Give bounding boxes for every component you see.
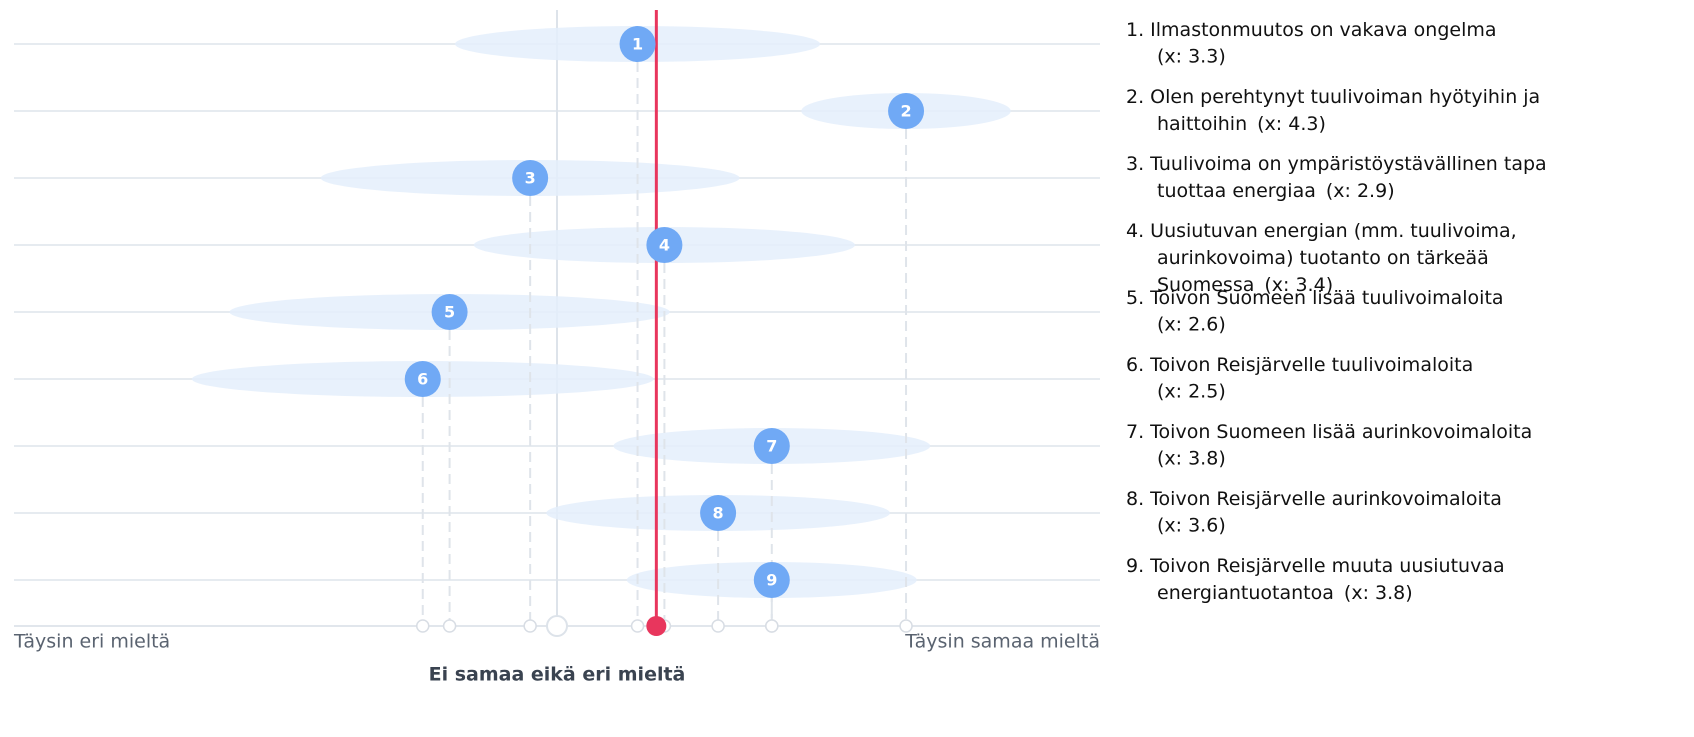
value-label: (x: 2.9): [1326, 180, 1395, 202]
dot: [646, 227, 683, 263]
value-label: (x: 3.6): [1157, 515, 1226, 537]
value-label: (x: 2.5): [1157, 381, 1226, 403]
legend-text: 3. Tuulivoima on ympäristöystävällinen t…: [1126, 153, 1547, 175]
legend-line: 1. Ilmastonmuutos on vakava ongelma: [1126, 19, 1497, 41]
legend-line: 5. Toivon Suomeen lisää tuulivoimaloita: [1126, 287, 1504, 309]
legend-text: 8. Toivon Reisjärvelle aurinkovoimaloita: [1126, 488, 1502, 510]
legend-text: Suomessa (x: 3.4): [1157, 274, 1333, 296]
x-tick-label: Täysin eri mieltä: [13, 631, 170, 653]
legend-line: 3. Tuulivoima on ympäristöystävällinen t…: [1126, 153, 1547, 175]
legend-line: 2. Olen perehtynyt tuulivoiman hyötyihin…: [1126, 86, 1540, 108]
dot-label: 6: [417, 370, 428, 389]
dot: [404, 361, 441, 397]
legend-line: 4. Uusiutuvan energian (mm. tuulivoima,: [1126, 220, 1517, 242]
dot-label: 2: [900, 102, 911, 121]
axis-dot: [711, 619, 725, 633]
legend-line: tuottaa energiaa: [1157, 180, 1316, 202]
value-label: (x: 2.6): [1157, 314, 1226, 336]
dot: [512, 160, 549, 196]
legend-text: tuottaa energiaa (x: 2.9): [1157, 180, 1395, 202]
value-label: (x: 3.8): [1344, 582, 1413, 604]
legend-line: Suomessa: [1157, 274, 1254, 296]
axis-dot: [765, 619, 779, 633]
dot-label: 5: [444, 303, 455, 322]
legend-text: 1. Ilmastonmuutos on vakava ongelma: [1126, 19, 1497, 41]
dot: [888, 93, 925, 129]
dot-label: 7: [766, 437, 777, 456]
legend-text: 4. Uusiutuvan energian (mm. tuulivoima,: [1126, 220, 1517, 242]
dot: [700, 495, 737, 531]
x-tick-label: Ei samaa eikä eri mieltä: [429, 664, 686, 686]
legend-line: haittoihin: [1157, 113, 1247, 135]
axis-dot: [416, 619, 430, 633]
axis-dot: [899, 619, 913, 633]
dot: [753, 428, 790, 464]
legend-line: 8. Toivon Reisjärvelle aurinkovoimaloita: [1126, 488, 1502, 510]
dot: [431, 294, 468, 330]
axis-dot: [630, 619, 645, 633]
dot-label: 8: [713, 504, 724, 523]
legend-text: 9. Toivon Reisjärvelle muuta uusiutuvaa: [1126, 555, 1505, 577]
legend-text: energiantuotantoa (x: 3.8): [1157, 582, 1413, 604]
value-label: (x: 3.8): [1157, 448, 1226, 470]
legend-text: aurinkovoima) tuotanto on tärkeää: [1157, 247, 1489, 269]
dot-label: 9: [766, 571, 777, 590]
legend-line: aurinkovoima) tuotanto on tärkeää: [1157, 247, 1489, 269]
legend-line: energiantuotantoa: [1157, 582, 1334, 604]
dot-label: 1: [632, 35, 643, 54]
dot-label: 4: [659, 236, 670, 255]
value-label: (x: 3.3): [1157, 46, 1226, 68]
axis-dot: [442, 619, 457, 633]
legend-text: 2. Olen perehtynyt tuulivoiman hyötyihin…: [1126, 86, 1540, 108]
dot-label: 3: [525, 169, 536, 188]
legend-text: 6. Toivon Reisjärvelle tuulivoimaloita: [1126, 354, 1473, 376]
legend-text: 5. Toivon Suomeen lisää tuulivoimaloita: [1126, 287, 1504, 309]
legend-line: 6. Toivon Reisjärvelle tuulivoimaloita: [1126, 354, 1473, 376]
reference-dot: [646, 616, 667, 636]
legend-line: 9. Toivon Reisjärvelle muuta uusiutuvaa: [1126, 555, 1505, 577]
value-label: (x: 4.3): [1257, 113, 1326, 135]
legend-line: 7. Toivon Suomeen lisää aurinkovoimaloit…: [1126, 421, 1532, 443]
dot: [619, 26, 656, 62]
x-tick-label: Täysin samaa mieltä: [904, 631, 1100, 653]
legend-text: 7. Toivon Suomeen lisää aurinkovoimaloit…: [1126, 421, 1532, 443]
legend-text: haittoihin (x: 4.3): [1157, 113, 1326, 135]
value-label: (x: 3.4): [1264, 274, 1333, 296]
dot: [753, 562, 790, 598]
axis-dot: [523, 619, 537, 633]
center-tick: [546, 615, 568, 637]
